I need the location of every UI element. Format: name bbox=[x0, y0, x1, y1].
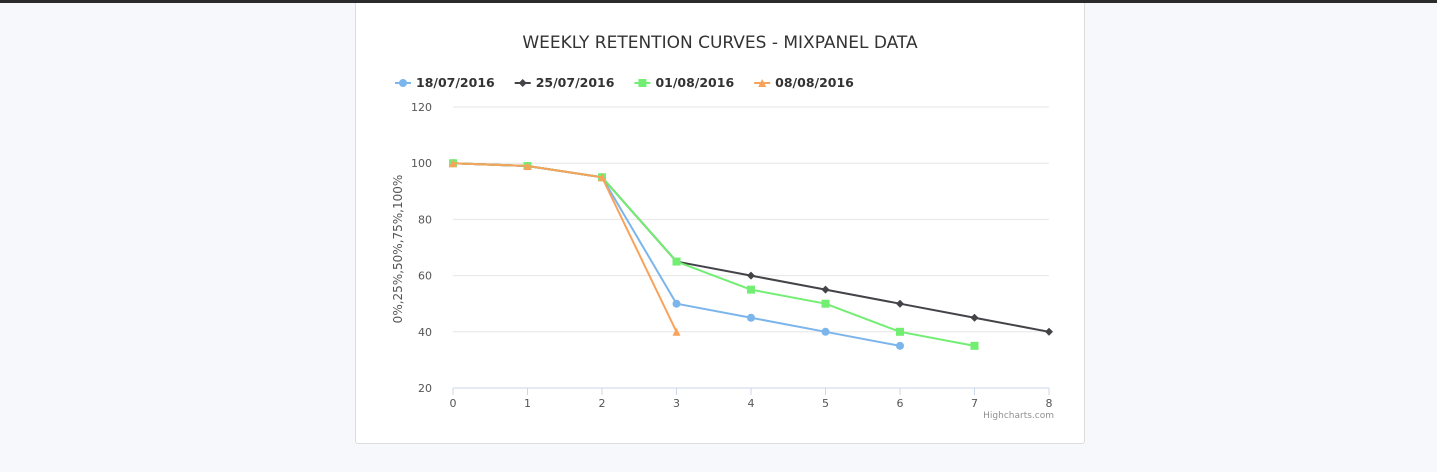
x-tick-label: 6 bbox=[897, 397, 904, 410]
chart-legend: 18/07/2016 25/07/2016 01/08/2016 08/08/2016 bbox=[395, 75, 854, 90]
data-point-diamond[interactable] bbox=[747, 271, 755, 280]
x-tick-label: 0 bbox=[450, 397, 457, 410]
data-point-triangle[interactable] bbox=[523, 162, 532, 171]
legend-symbol-triangle bbox=[758, 79, 767, 87]
series-0 bbox=[449, 159, 904, 350]
top-bar bbox=[0, 0, 1437, 3]
series-line[interactable] bbox=[452, 162, 678, 333]
y-tick-label: 80 bbox=[418, 213, 432, 226]
credits-link[interactable]: Highcharts.com bbox=[983, 411, 1054, 421]
retention-chart: WEEKLY RETENTION CURVES - MIXPANEL DATA … bbox=[391, 33, 1054, 421]
data-point-square[interactable] bbox=[896, 327, 904, 336]
legend-item[interactable]: 08/08/2016 bbox=[754, 75, 854, 90]
grid-lines bbox=[453, 106, 1049, 333]
y-tick-label: 40 bbox=[418, 326, 432, 339]
data-point-diamond[interactable] bbox=[896, 299, 904, 308]
data-point-square[interactable] bbox=[672, 257, 681, 266]
legend-symbol-circle bbox=[399, 79, 407, 87]
series-line[interactable] bbox=[452, 162, 1050, 333]
chart-title: WEEKLY RETENTION CURVES - MIXPANEL DATA bbox=[522, 33, 918, 53]
legend-label: 01/08/2016 bbox=[655, 75, 734, 90]
data-point-square[interactable] bbox=[747, 285, 755, 294]
data-point-diamond[interactable] bbox=[821, 285, 830, 294]
series-2 bbox=[449, 159, 979, 350]
data-point-circle[interactable] bbox=[747, 313, 755, 322]
data-point-triangle[interactable] bbox=[598, 173, 606, 182]
legend-symbol-square bbox=[638, 79, 647, 87]
series-layer bbox=[449, 159, 1053, 350]
data-point-circle[interactable] bbox=[672, 299, 681, 308]
x-tick-label: 2 bbox=[599, 397, 606, 410]
x-tick-label: 1 bbox=[524, 397, 531, 410]
y-tick-label: 20 bbox=[418, 382, 432, 395]
x-tick-label: 4 bbox=[748, 397, 755, 410]
legend-item[interactable]: 01/08/2016 bbox=[634, 75, 734, 90]
series-3 bbox=[449, 159, 681, 336]
y-tick-label: 60 bbox=[418, 270, 432, 283]
legend-label: 08/08/2016 bbox=[775, 75, 854, 90]
legend-item[interactable]: 25/07/2016 bbox=[514, 75, 615, 90]
data-point-square[interactable] bbox=[970, 341, 979, 350]
data-point-circle[interactable] bbox=[896, 341, 904, 350]
series-1 bbox=[449, 159, 1053, 336]
x-tick-label: 7 bbox=[971, 397, 978, 410]
series-line[interactable] bbox=[452, 162, 901, 347]
y-tick-label: 120 bbox=[411, 101, 432, 114]
x-tick-label: 5 bbox=[822, 397, 829, 410]
chart-card: WEEKLY RETENTION CURVES - MIXPANEL DATA … bbox=[355, 3, 1085, 444]
x-tick-label: 8 bbox=[1046, 397, 1053, 410]
y-axis-label: 0%,25%,50%,75%,100% bbox=[391, 175, 405, 324]
legend-item[interactable]: 18/07/2016 bbox=[395, 75, 495, 90]
legend-label: 18/07/2016 bbox=[416, 75, 495, 90]
data-point-diamond[interactable] bbox=[970, 313, 979, 322]
x-axis-ticks: 0 1 2 3 4 5 6 7 8 bbox=[450, 388, 1053, 410]
y-axis-ticks: 20 40 60 80 100 120 bbox=[411, 101, 432, 395]
x-tick-label: 3 bbox=[673, 397, 680, 410]
data-point-square[interactable] bbox=[821, 299, 830, 308]
y-tick-label: 100 bbox=[411, 157, 432, 170]
series-line[interactable] bbox=[452, 162, 976, 347]
data-point-triangle[interactable] bbox=[449, 159, 457, 168]
data-point-diamond[interactable] bbox=[1045, 327, 1053, 336]
data-point-triangle[interactable] bbox=[672, 327, 681, 336]
data-point-circle[interactable] bbox=[821, 327, 830, 336]
legend-symbol-diamond bbox=[518, 79, 527, 87]
legend-label: 25/07/2016 bbox=[536, 75, 615, 90]
